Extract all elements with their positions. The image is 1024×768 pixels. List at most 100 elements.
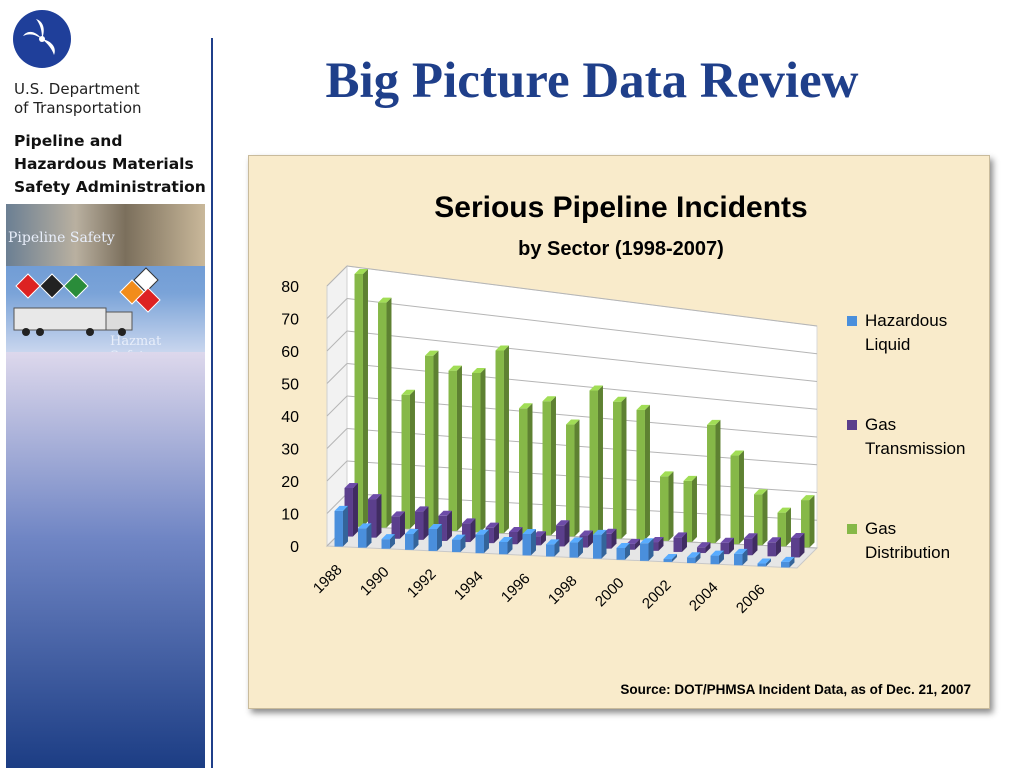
y-tick-label: 60 (281, 344, 299, 361)
legend-label: Hazardous Liquid (865, 311, 947, 354)
gridline-side (326, 395, 348, 417)
bar-hazardous-liquid-1989 (358, 523, 372, 548)
gridline (346, 330, 818, 382)
chart-panel: 0 10 20 30 40 50 60 70 80 1988 1990 1992 1994 1996 19… (248, 155, 990, 709)
bar-gas-distribution-2000 (636, 404, 650, 540)
bar-hazardous-liquid-2005 (734, 548, 748, 566)
admin-line-1: Pipeline and (14, 132, 123, 150)
bar-gas-transmission-2004 (720, 537, 734, 555)
bar-hazardous-liquid-1993 (452, 534, 466, 553)
bar-gas-distribution-2007 (801, 495, 815, 548)
x-tick-label: 2002 (639, 577, 675, 613)
gridline (346, 265, 818, 327)
bar-gas-transmission-1997 (556, 520, 570, 547)
bar-gas-distribution-1993 (472, 367, 486, 533)
bar-hazardous-liquid-2000 (616, 542, 630, 560)
pipeline-photo (6, 204, 205, 266)
banner-pipeline-label: Pipeline Safety (8, 230, 115, 246)
gridline-side (326, 428, 348, 449)
bar-hazardous-liquid-1996 (522, 529, 536, 556)
legend-swatch (847, 420, 857, 430)
y-tick-label: 10 (281, 507, 299, 524)
bar-gas-transmission-1989 (368, 494, 382, 538)
gridline-side (326, 265, 348, 287)
bar-gas-distribution-2003 (707, 419, 721, 544)
bar-gas-transmission-2003 (697, 542, 711, 554)
bar-gas-distribution-2002 (683, 475, 697, 542)
divider-line (211, 38, 213, 768)
bar-gas-distribution-1994 (495, 345, 509, 534)
bar-hazardous-liquid-1992 (428, 523, 442, 551)
bar-gas-transmission-1995 (509, 526, 523, 545)
bar-hazardous-liquid-1997 (546, 539, 560, 557)
y-tick-label: 40 (281, 409, 299, 426)
bar-gas-transmission-1990 (391, 511, 405, 539)
bar-hazardous-liquid-2006 (757, 558, 771, 567)
bar-gas-distribution-1990 (401, 389, 415, 529)
bar-gas-distribution-1991 (425, 350, 439, 530)
gridline (346, 298, 818, 355)
bar-gas-transmission-2005 (744, 533, 758, 556)
x-tick-label: 1990 (357, 564, 393, 600)
bar-gas-transmission-1994 (485, 522, 499, 544)
bar-gas-transmission-1993 (462, 518, 476, 543)
bar-gas-distribution-2006 (777, 507, 791, 547)
bar-hazardous-liquid-2002 (663, 554, 677, 562)
sidebar-gradient-panel (6, 352, 205, 768)
dot-logo-icon (13, 10, 71, 68)
legend-label: Gas Distribution (865, 519, 950, 562)
bar-hazardous-liquid-1991 (405, 529, 419, 550)
dept-line-2: of Transportation (14, 99, 142, 117)
x-tick-label: 2004 (686, 579, 722, 615)
bar-gas-transmission-2000 (626, 538, 640, 550)
bar-gas-transmission-1992 (438, 510, 452, 541)
bar-gas-distribution-1999 (613, 396, 627, 539)
chart-title: Serious Pipeline Incidents (434, 191, 807, 224)
bar-hazardous-liquid-2001 (640, 538, 654, 561)
bar-gas-distribution-1992 (448, 365, 462, 531)
dept-line-1: U.S. Department (14, 80, 140, 98)
bar-hazardous-liquid-2004 (710, 550, 724, 565)
y-tick-labels: 0 10 20 30 40 50 60 70 80 (281, 279, 299, 556)
x-tick-label: 1988 (310, 561, 346, 597)
bar-gas-distribution-1988 (354, 268, 368, 527)
bar-hazardous-liquid-1998 (569, 537, 583, 558)
bar-gas-distribution-1995 (519, 403, 533, 535)
sidebar: U.S. Department of Transportation Pipeli… (0, 0, 210, 768)
gridline-side (326, 298, 348, 319)
gridline-side (326, 493, 348, 514)
y-tick-label: 70 (281, 312, 299, 329)
bar-gas-distribution-2005 (754, 489, 768, 546)
bar-gas-distribution-1989 (378, 297, 392, 528)
gridline-side (326, 330, 348, 352)
bar-gas-transmission-1991 (415, 506, 429, 540)
x-tick-label: 1992 (404, 566, 440, 602)
bar-hazardous-liquid-1990 (381, 534, 395, 549)
chart-subtitle: by Sector (1998-2007) (518, 238, 724, 260)
bar-hazardous-liquid-1994 (475, 529, 489, 554)
bar-gas-transmission-1998 (579, 530, 593, 548)
bar-gas-transmission-2006 (767, 537, 781, 557)
y-tick-label: 80 (281, 279, 299, 296)
bar-gas-transmission-2007 (791, 532, 805, 558)
bar-gas-transmission-1988 (344, 482, 358, 537)
y-tick-label: 30 (281, 442, 299, 459)
bar-gas-transmission-2002 (673, 532, 687, 552)
legend-swatch (847, 316, 857, 326)
safety-photo-banner: Pipeline Safety Hazmat Safety (6, 204, 205, 352)
y-tick-label: 20 (281, 474, 299, 491)
bar-gas-distribution-2001 (660, 471, 674, 541)
bar-hazardous-liquid-1995 (499, 536, 513, 555)
x-tick-label: 2006 (733, 581, 769, 617)
bar-hazardous-liquid-2003 (687, 552, 701, 564)
x-tick-label: 1996 (498, 570, 534, 606)
gridline-side (326, 363, 348, 384)
hazmat-truck-icon (13, 267, 161, 336)
x-tick-label: 1994 (451, 568, 487, 604)
x-tick-labels: 1988 1990 1992 1994 1996 1998 2000 2002 2004 2006 (310, 561, 769, 616)
slide-title: Big Picture Data Review (325, 53, 859, 109)
chart-back-wall (346, 265, 818, 549)
chart-source: Source: DOT/PHMSA Incident Data, as of D… (620, 682, 971, 697)
bar-hazardous-liquid-2007 (781, 556, 795, 568)
bar-hazardous-liquid-1999 (593, 529, 607, 559)
